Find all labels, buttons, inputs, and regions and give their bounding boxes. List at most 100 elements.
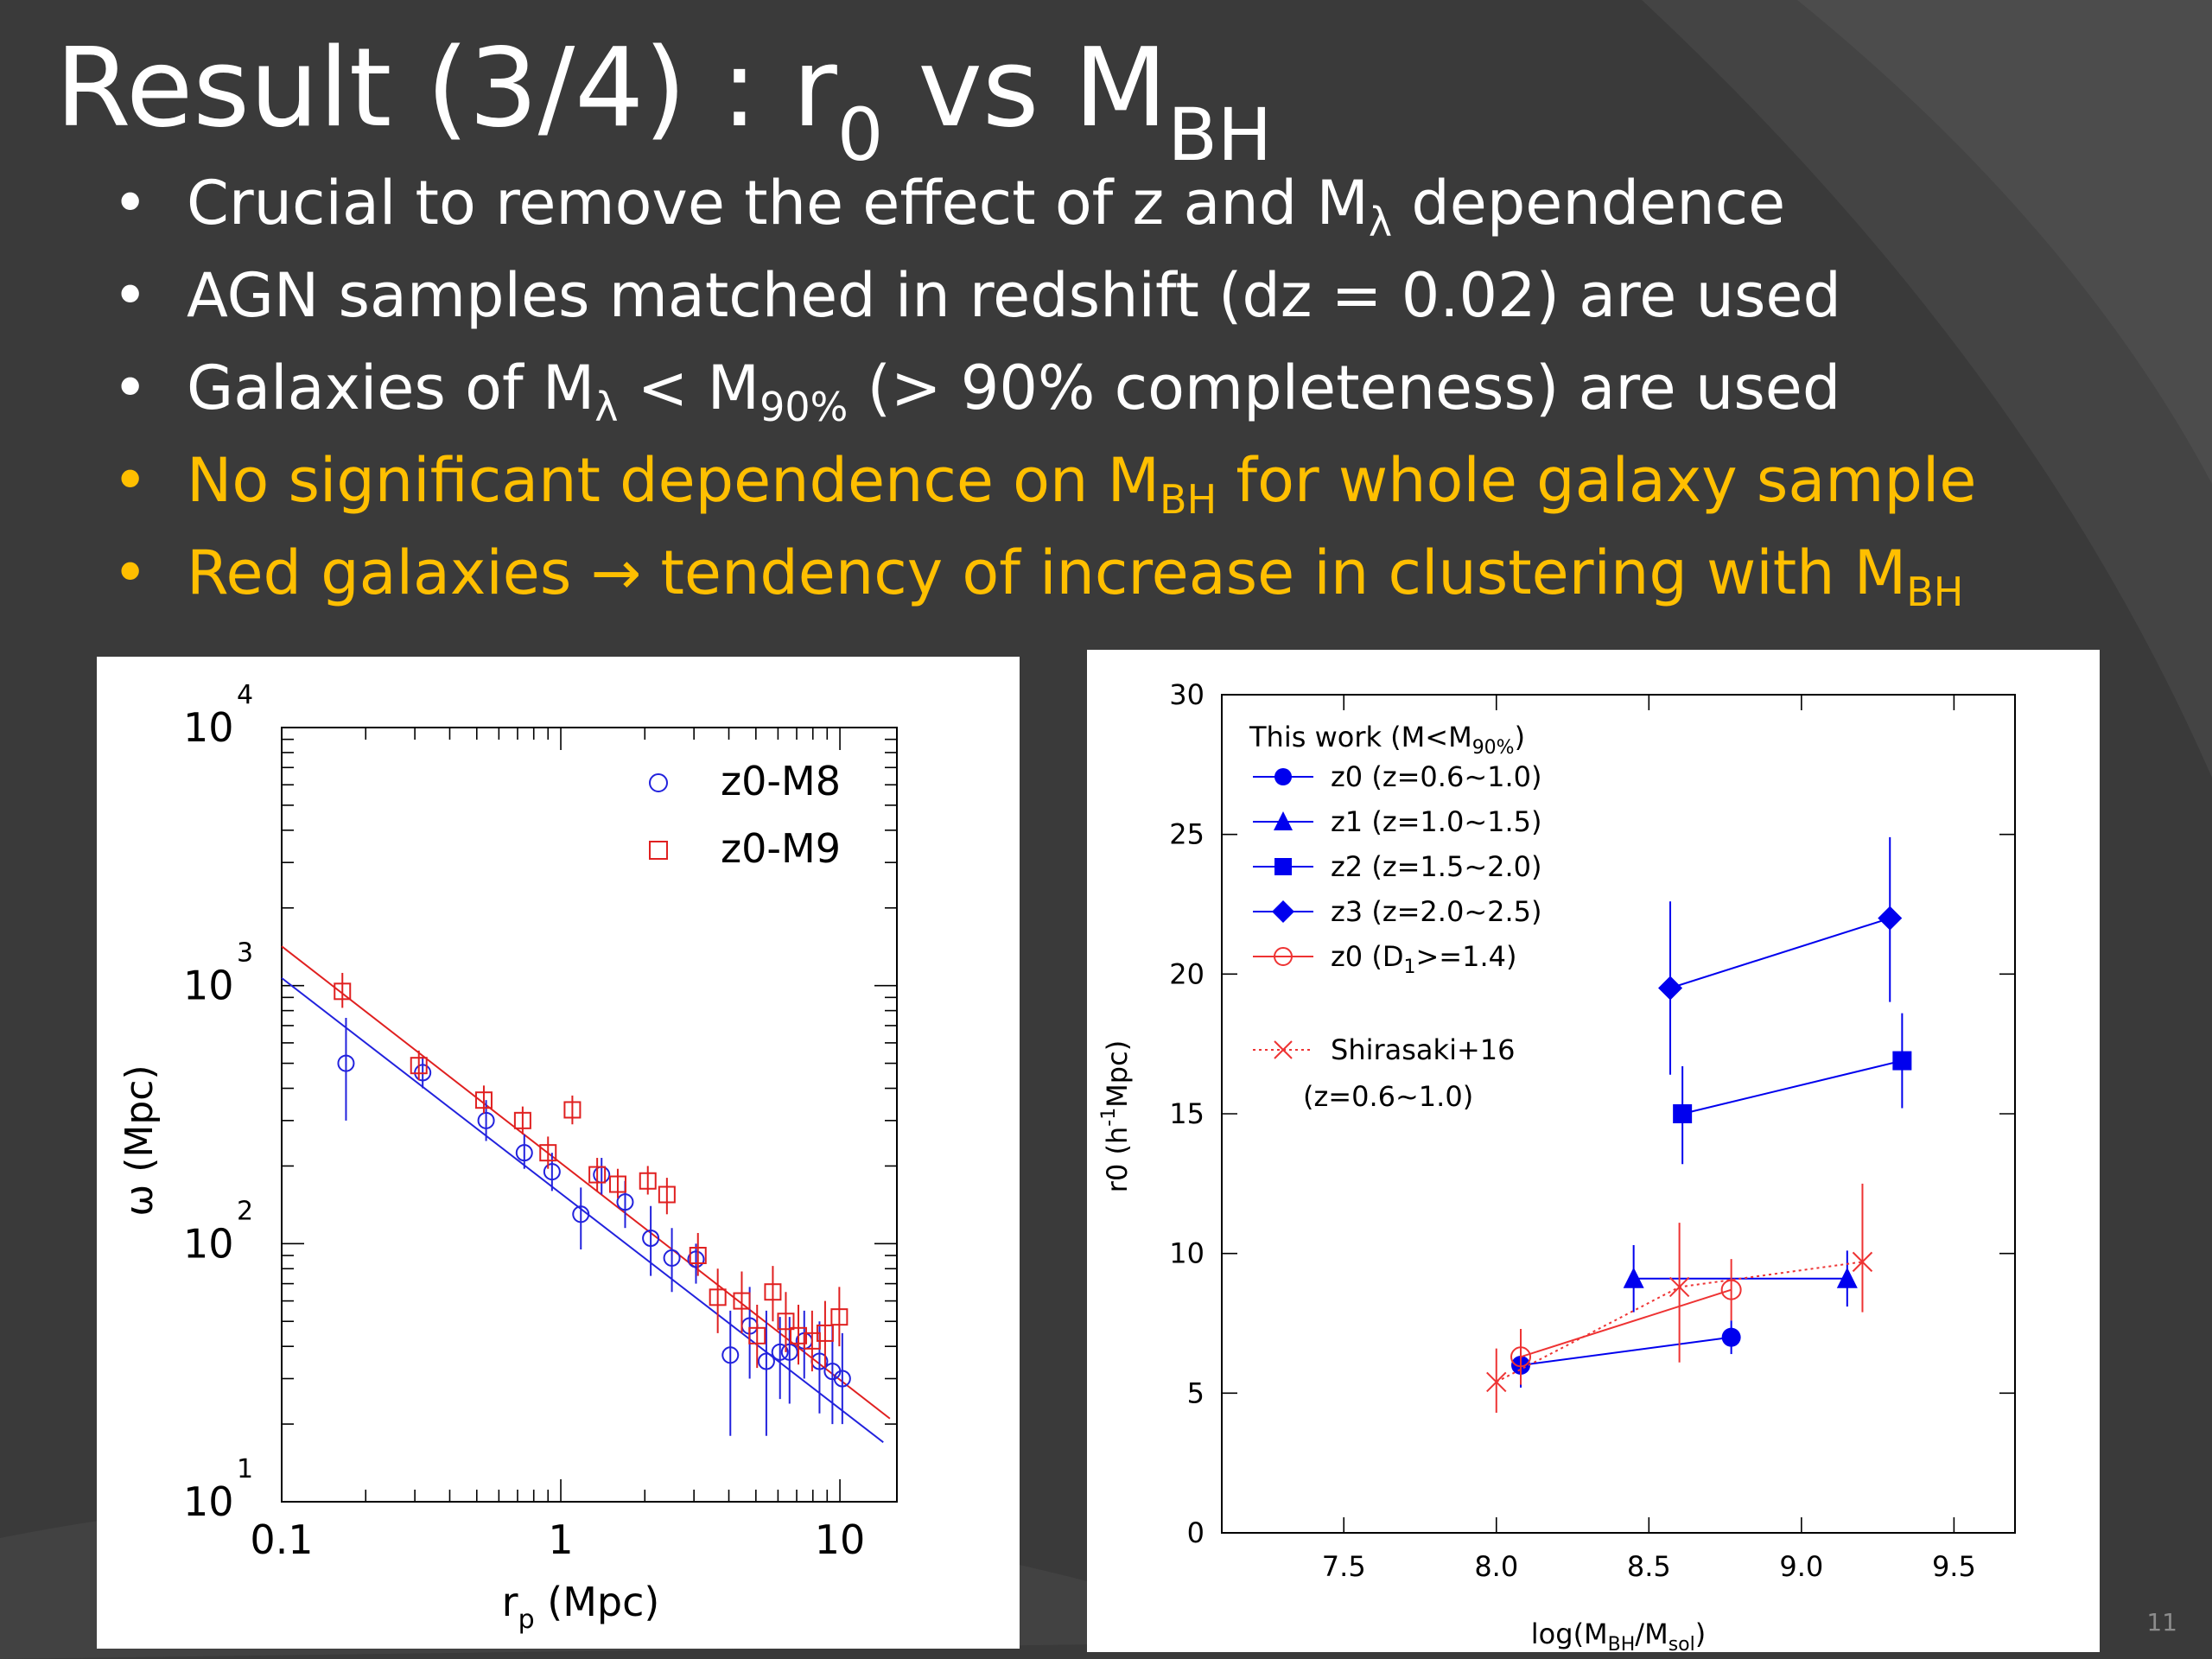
x-tick-label: 9.0	[1779, 1550, 1823, 1583]
x-tick-label: 8.5	[1627, 1550, 1671, 1583]
data-point-circle	[616, 1193, 634, 1211]
legend-label: z0 (D1>=1.4)	[1331, 940, 1516, 978]
bullet-list: • Crucial to remove the effect of z and M…	[112, 157, 1976, 620]
y-tick-label: 25	[1169, 818, 1205, 851]
bullet-dot: •	[112, 445, 149, 516]
bullet-sub-2: 90%	[760, 384, 849, 430]
bullet-sub: λ	[594, 384, 619, 430]
series-line	[1520, 1288, 1732, 1358]
y-axis-label: r0 (h-1Mpc)	[1098, 1040, 1134, 1192]
data-point-diamond	[1878, 906, 1903, 931]
y-tick-label: 10	[1169, 1237, 1205, 1270]
legend-label: z0-M8	[721, 758, 841, 804]
data-point-cross	[1852, 1251, 1873, 1273]
y-axis-label-main: r0 (h	[1101, 1127, 1134, 1192]
bullet-text: Crucial to remove the effect of z and M	[187, 168, 1369, 238]
r0-vs-mbh-plot-panel: 7.5 8.0 8.5 9.0 9.5 0 5 10 15 20 25 30 log(MBH/Msol)…	[1087, 650, 2100, 1652]
bullet-text-mid: < M	[618, 353, 760, 423]
data-point-square	[563, 1101, 582, 1119]
title-sub-0: 0	[836, 92, 884, 177]
y-axis-label-tail: Mpc)	[1101, 1040, 1134, 1108]
data-point-circle	[1721, 1327, 1741, 1347]
bullet-text: No significant dependence on M	[187, 445, 1160, 516]
data-point-square	[639, 1172, 657, 1190]
data-point-circle	[771, 1343, 789, 1361]
legend-marker-diamond	[1272, 900, 1294, 923]
x-axis-label-main: r	[502, 1579, 518, 1625]
legend-label-tail: >=1.4)	[1415, 940, 1516, 973]
legend-label-main: z1 (z=1.0~1.5)	[1331, 805, 1542, 838]
plot-frame	[281, 727, 898, 1503]
data-point-square	[764, 1283, 782, 1301]
legend-marker-square	[649, 841, 668, 860]
legend-label-line2: (z=0.6~1.0)	[1303, 1080, 1473, 1113]
data-point-circle	[642, 1230, 660, 1248]
bullet-text-tail: for whole galaxy sample	[1217, 445, 1977, 516]
y-tick-label: 10	[183, 704, 234, 751]
r0-vs-mbh-chart: 7.5 8.0 8.5 9.0 9.5 0 5 10 15 20 25 30 log(MBH/Msol)…	[1098, 678, 2016, 1652]
data-point-circle	[780, 1343, 798, 1361]
data-point-cross	[1486, 1371, 1507, 1393]
bullet-sub: λ	[1368, 199, 1393, 245]
data-point-square	[709, 1288, 727, 1306]
data-point-circle	[477, 1111, 495, 1129]
legend-label: Shirasaki+16	[1331, 1033, 1515, 1066]
data-point-square	[1673, 1104, 1693, 1123]
x-axis-label-tail: )	[1695, 1618, 1706, 1650]
data-point-square	[334, 982, 352, 1001]
legend-label: z1 (z=1.0~1.5)	[1331, 805, 1542, 838]
data-point-square	[410, 1057, 428, 1075]
y-axis-label: ω (Mpc)	[118, 1065, 162, 1216]
y-tick-label: 15	[1169, 1097, 1205, 1130]
data-point-square	[733, 1292, 751, 1310]
x-axis-label: log(MBH/Msol)	[1531, 1618, 1706, 1652]
data-point-circle	[833, 1370, 851, 1388]
data-point-square	[474, 1091, 493, 1109]
y-axis-label-sup: -1	[1098, 1108, 1120, 1127]
y-tick-label: 30	[1169, 678, 1205, 711]
bullet-dot: •	[112, 168, 149, 238]
y-tick-exponent: 1	[237, 1454, 253, 1484]
legend-label-main: z3 (z=2.0~2.5)	[1331, 895, 1542, 928]
bullet-text: Red galaxies → tendency of increase in c…	[187, 537, 1907, 608]
legend-marker-circle	[649, 773, 668, 792]
y-tick-label: 20	[1169, 957, 1205, 990]
x-axis-label: rp (Mpc)	[502, 1579, 660, 1635]
data-point-square	[658, 1185, 676, 1204]
data-point-circle	[721, 1346, 740, 1364]
legend-marker-square	[1274, 858, 1292, 875]
data-point-diamond	[1658, 976, 1683, 1001]
data-point-circle	[757, 1352, 775, 1370]
legend-label-main: z0 (z=0.6~1.0)	[1331, 760, 1542, 793]
y-tick-label: 10	[183, 963, 234, 1009]
legend-title-sub: 90%	[1472, 737, 1515, 759]
x-tick-label: 1	[548, 1516, 573, 1563]
bullet-item: • Galaxies of Mλ < M90% (> 90% completene…	[112, 342, 1976, 435]
fit-line	[281, 945, 891, 1420]
data-point-square	[608, 1175, 626, 1193]
bullet-item-highlight: • Red galaxies → tendency of increase in …	[112, 527, 1976, 620]
data-point-cross	[1669, 1276, 1690, 1298]
legend-label-main: z0 (D	[1331, 940, 1403, 973]
bullet-item: • AGN samples matched in redshift (dz = 0…	[112, 250, 1976, 342]
legend-label: z2 (z=1.5~2.0)	[1331, 850, 1542, 883]
legend-marker-triangle	[1274, 811, 1293, 830]
data-point-triangle	[1836, 1267, 1858, 1288]
bullet-dot: •	[112, 353, 149, 423]
data-point-circle	[1510, 1346, 1532, 1368]
x-axis-label-main: log(M	[1531, 1618, 1608, 1650]
bullet-dot: •	[112, 260, 149, 331]
series-line	[1669, 917, 1891, 989]
title-text-vs: vs M	[883, 24, 1168, 151]
legend-title-tail: )	[1515, 721, 1525, 753]
x-tick-label: 0.1	[250, 1516, 313, 1563]
legend-title: This work (M<M90%)	[1249, 721, 1525, 759]
x-tick-label: 10	[815, 1516, 866, 1563]
series-line	[1681, 1059, 1903, 1115]
data-point-square	[830, 1308, 849, 1326]
data-point-circle	[663, 1249, 681, 1267]
x-axis-label-sub: BH	[1608, 1634, 1636, 1652]
data-point-triangle	[1623, 1267, 1644, 1288]
page-number: 11	[2146, 1608, 2177, 1637]
bullet-text-tail: dependence	[1392, 168, 1786, 238]
